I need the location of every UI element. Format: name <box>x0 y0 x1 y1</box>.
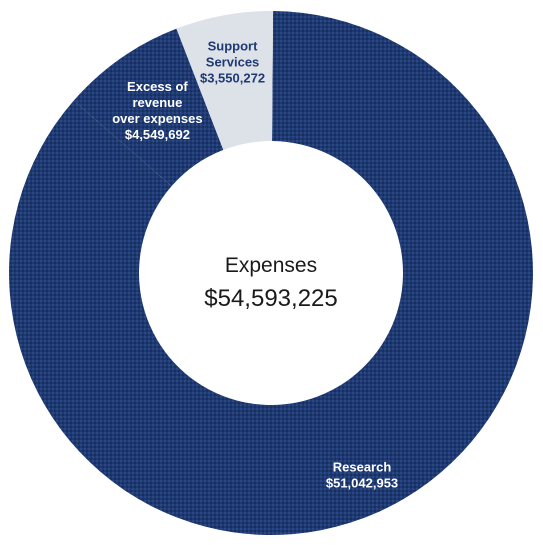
slice-label-line: $51,042,953 <box>326 475 398 490</box>
slice-label-support-services: Support Services $3,550,272 <box>200 38 265 85</box>
slice-label-line: revenue <box>132 95 182 110</box>
slice-label-line: Support <box>208 38 258 53</box>
slice-label-group: Research $51,042,953 Excess of revenue over … <box>112 38 398 490</box>
slice-label-line: $4,549,692 <box>125 127 190 142</box>
donut-slice-excess-of-revenue-over-expenses <box>73 28 224 187</box>
slice-group <box>8 10 534 536</box>
slice-label-line: over expenses <box>112 111 202 126</box>
slice-label-excess-of-revenue-over-expenses: Excess of revenue over expenses $4,549,692 <box>112 79 202 142</box>
center-total: $54,593,225 <box>204 285 337 312</box>
slice-label-line: Services <box>206 54 260 69</box>
center-title: Expenses <box>225 254 317 277</box>
donut-slice-research <box>8 11 534 536</box>
slice-label-line: Excess of <box>127 79 188 94</box>
donut-slice-support-services <box>176 10 274 150</box>
slice-label-line: $3,550,272 <box>200 70 265 85</box>
slice-label-line: Research <box>333 459 392 474</box>
slice-label-research: Research $51,042,953 <box>326 459 398 490</box>
